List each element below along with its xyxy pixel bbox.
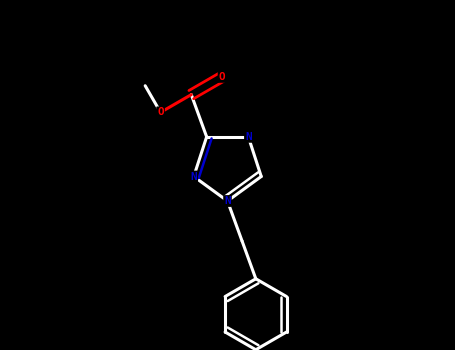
Text: O: O [157, 107, 164, 117]
Text: N: N [245, 132, 252, 142]
Text: O: O [218, 72, 225, 82]
Text: N: N [224, 196, 231, 206]
Text: N: N [190, 172, 197, 182]
